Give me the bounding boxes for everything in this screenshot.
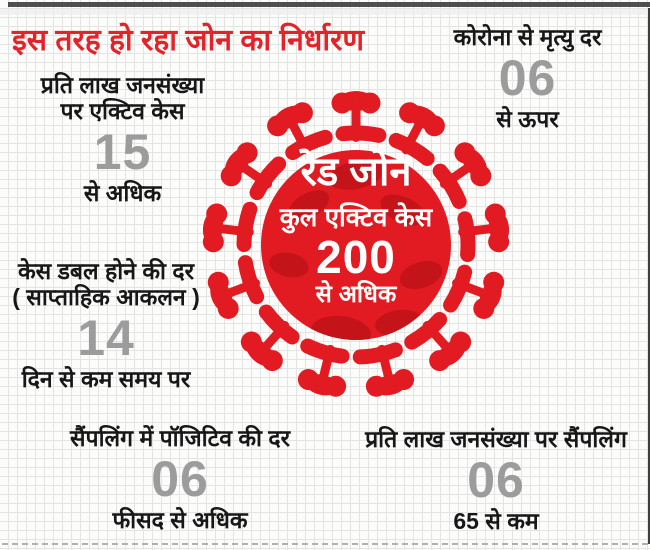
criterion-label: प्रति लाख जनसंख्या पर सैंपलिंग [365,426,627,452]
criterion-qualifier: 65 से कम [453,508,539,534]
criterion-value: 06 [151,451,209,507]
criterion-qualifier: से ऊपर [496,106,559,132]
criterion-value: 06 [498,50,557,106]
criterion-label: ( साप्ताहिक आकलन ) [12,284,200,310]
coronavirus-icon [202,91,510,397]
red-zone-badge: रेड जोन कुल एक्टिव केस 200 से अधिक [246,148,466,310]
criterion-qualifier: से अधिक [83,180,162,206]
top-shade-band [0,9,650,15]
page-title: इस तरह हो रहा जोन का निर्धारण [12,24,365,57]
criterion-qualifier: फीसद से अधिक [112,507,248,533]
criterion-death-rate: कोरोना से मृत्यु दर 06 से ऊपर [415,24,640,132]
total-active-cases-label: कुल एक्टिव केस [279,202,433,232]
criterion-label: पर एक्टिव केस [60,98,185,124]
criterion-positivity-rate: सैंपलिंग में पॉजिटिव की दर 06 फीसद से अध… [45,425,315,533]
top-border-line [8,2,650,7]
zone-name: रेड जोन [300,150,412,194]
criterion-active-cases-per-lakh: प्रति लाख जनसंख्या पर एक्टिव केस 15 से अ… [10,72,235,206]
criterion-value: 06 [467,452,525,508]
criterion-sampling-per-lakh: प्रति लाख जनसंख्या पर सैंपलिंग 06 65 से … [348,426,644,534]
criterion-value: 14 [77,310,135,366]
criterion-label: केस डबल होने की दर [18,258,194,284]
criterion-qualifier: दिन से कम समय पर [21,366,191,392]
criterion-label: कोरोना से मृत्यु दर [453,24,602,50]
criterion-value: 15 [93,124,152,180]
total-active-cases-qualifier: से अधिक [315,281,397,308]
right-border-line [648,8,650,544]
criterion-label: सैंपलिंग में पॉजिटिव की दर [69,425,291,451]
criterion-label: प्रति लाख जनसंख्या [40,72,205,98]
criterion-doubling-rate: केस डबल होने की दर ( साप्ताहिक आकलन ) 14… [0,258,212,392]
total-active-cases-value: 200 [316,231,396,283]
bottom-dashed-line [2,543,648,545]
